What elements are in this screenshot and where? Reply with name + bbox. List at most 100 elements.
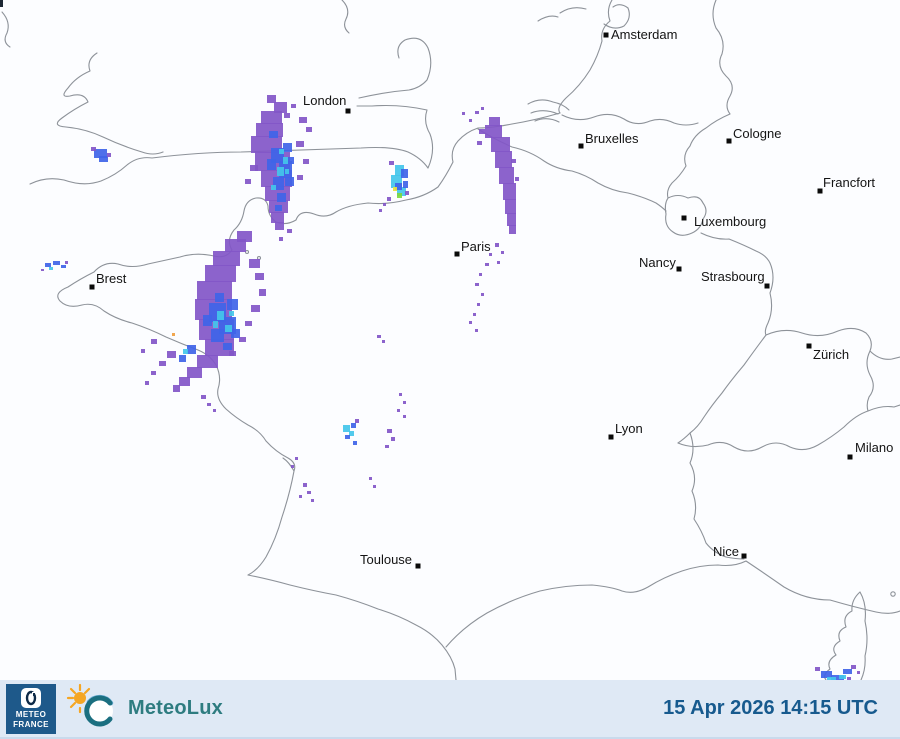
precip-cell (277, 167, 284, 176)
precip-cell (239, 337, 246, 342)
precip-cell (167, 351, 176, 358)
precip-cell (45, 263, 51, 267)
precip-cell (251, 305, 260, 312)
precip-cell (297, 175, 303, 180)
precip-cell (283, 143, 292, 152)
precip-cell (237, 231, 252, 242)
precip-cell (267, 95, 276, 103)
precip-cell (349, 431, 354, 436)
city-amsterdam: Amsterdam (603, 27, 677, 42)
precip-cell (179, 377, 190, 386)
precip-cell (285, 177, 294, 186)
precip-cell (481, 107, 484, 110)
precip-cell (489, 253, 492, 256)
precip-cell (173, 385, 180, 392)
precip-cell (271, 185, 276, 190)
city-francfort: Francfort (817, 175, 875, 194)
precip-cell (831, 675, 844, 680)
city-marker (726, 138, 732, 144)
coastline-layer (1, 0, 900, 680)
precip-cell (141, 349, 145, 353)
precip-cell (277, 193, 286, 202)
city-brest: Brest (89, 271, 127, 290)
city-zrich: Zürich (806, 343, 849, 362)
precip-cell (377, 335, 381, 338)
city-marker (741, 553, 747, 559)
precip-cell (213, 251, 240, 266)
map-svg: Amsterdam London Bruxelles Cologne Francfort… (0, 0, 900, 680)
precip-cell (197, 355, 218, 368)
precip-cell (223, 343, 232, 350)
precip-cell (187, 367, 202, 378)
precip-cell (815, 667, 820, 671)
precip-cell (475, 329, 478, 332)
precip-cell (389, 161, 394, 165)
precip-cell (231, 329, 240, 338)
precip-cell (291, 465, 294, 468)
city-marker (681, 215, 687, 221)
precip-cell (271, 212, 284, 223)
precip-cell (477, 303, 480, 306)
precip-cell (205, 265, 236, 282)
precip-cell (489, 117, 500, 126)
precip-cell (285, 169, 289, 174)
precip-cell (201, 395, 206, 399)
precip-cell (505, 199, 516, 214)
meteo-france-icon (21, 688, 41, 709)
precip-cell (499, 167, 514, 184)
city-london: London (303, 93, 351, 114)
precip-cell (41, 269, 44, 271)
city-marker (578, 143, 584, 149)
precip-cell (307, 491, 311, 494)
meteo-france-line2: FRANCE (13, 719, 49, 729)
precip-cell (203, 315, 212, 326)
precip-cell (401, 169, 408, 178)
precip-cell (245, 179, 251, 184)
city-marker (89, 284, 95, 290)
city-marker (608, 434, 614, 440)
city-label: Milano (855, 440, 893, 455)
precip-cell (259, 289, 266, 296)
precip-cell (213, 409, 216, 412)
precip-cell (227, 299, 238, 310)
precip-cell (481, 293, 484, 296)
precip-cell (229, 351, 236, 356)
precip-cell (397, 409, 400, 412)
precip-cell (275, 222, 284, 230)
city-label: Bruxelles (585, 131, 639, 146)
city-lyon: Lyon (608, 421, 643, 440)
swirl-icon (84, 694, 114, 726)
precip-cell (382, 340, 385, 343)
meteo-france-line1: METEO (15, 710, 47, 720)
precip-cell (387, 429, 392, 433)
city-marker (603, 32, 609, 38)
precip-cell (507, 213, 516, 226)
precip-cell (839, 675, 846, 679)
city-label: Nice (713, 544, 739, 559)
city-marker (676, 266, 682, 272)
precip-cell (393, 187, 397, 191)
precip-cell (229, 311, 234, 316)
city-marker (415, 563, 421, 569)
precip-cell (479, 273, 482, 276)
city-label: Strasbourg (701, 269, 765, 284)
precip-cell (369, 477, 372, 480)
precip-cell (296, 141, 304, 147)
precip-cell (53, 261, 60, 265)
precip-cell (61, 265, 66, 268)
precip-cell (267, 159, 276, 170)
precip-cell (65, 261, 68, 264)
precip-cell (511, 159, 516, 163)
precip-cell (857, 671, 860, 674)
precip-cell (469, 321, 472, 324)
precip-cell (275, 205, 282, 211)
city-label: Zürich (813, 347, 849, 362)
footer-bar: METEO FRANCE MeteoLux 15 Apr 2026 14:15 (0, 680, 900, 739)
precip-cell (303, 483, 307, 487)
radar-map: Amsterdam London Bruxelles Cologne Francfort… (0, 0, 900, 680)
precip-cell (485, 125, 502, 138)
precip-cell (215, 293, 224, 302)
city-strasbourg: Strasbourg (701, 269, 770, 289)
precip-cell (306, 127, 312, 132)
precip-cell (501, 251, 504, 254)
